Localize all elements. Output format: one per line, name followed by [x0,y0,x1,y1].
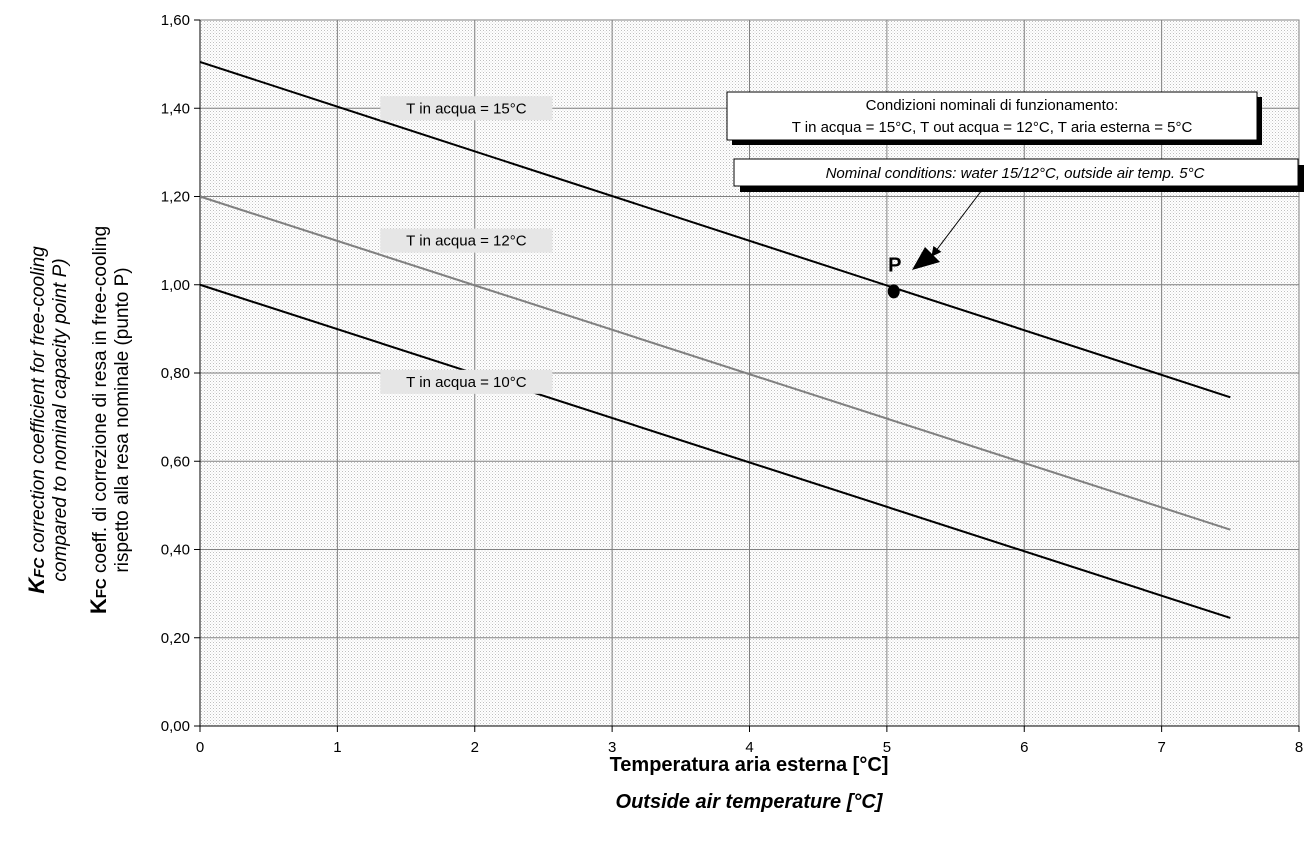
y-axis-title-en: KFC correction coefficient for free-cool… [24,246,71,594]
y-tick-label: 1,40 [161,100,190,117]
series-lines [199,60,1231,619]
y-axis-k-symbol: K [24,576,49,594]
x-tick-label: 5 [883,739,891,756]
x-axis-title: Temperatura aria esterna [°C] [610,754,889,776]
y-tick-label: 0,20 [161,630,190,647]
y-axis-title-it: KFC coeff. di correzione di resa in free… [86,226,133,614]
x-tick-label: 3 [608,739,616,756]
y-tick-label: 0,60 [161,453,190,470]
series-label: T in acqua = 10°C [406,374,527,391]
series-label-box [380,228,553,253]
x-tick-label: 7 [1157,739,1165,756]
y-axis-k-symbol-it: K [86,598,111,614]
x-tick-label: 0 [196,739,204,756]
series-line [199,283,1231,619]
grid-lines [200,19,1300,726]
y-tick-label: 1,00 [161,277,190,294]
nominal-conditions-line2: T in acqua = 15°C, T out acqua = 12°C, T… [792,119,1193,136]
axes [194,19,1300,732]
annotation-arrow [931,185,986,257]
y-tick-label: 1,60 [161,12,190,29]
x-tick-label: 6 [1020,739,1028,756]
series-label-box [380,96,553,121]
x-tick-label: 8 [1295,739,1303,756]
x-axis-title-en: Outside air temperature [°C] [616,791,884,813]
arrow-head-icon [912,247,940,270]
y-tick-label: 0,80 [161,365,190,382]
y-axis-title-en-rest: correction coefficient for free-cooling [28,246,49,558]
y-axis-fc-subscript-it: FC [93,578,110,598]
y-axis-title-en-line1: KFC correction coefficient for free-cool… [24,246,49,594]
point-p-label: P [888,254,901,276]
series-label: T in acqua = 12°C [406,233,527,250]
nominal-conditions-box-it: Condizioni nominali di funzionamento: T … [726,91,1262,145]
y-tick-label: 0,00 [161,718,190,735]
nominal-conditions-en: Nominal conditions: water 15/12°C, outsi… [826,165,1205,182]
y-axis-title-it-line2: rispetto alla resa nominale (punto P) [112,267,133,572]
y-tick-label: 0,40 [161,542,190,559]
y-axis-title-it-rest: coeff. di correzione di resa in free-coo… [90,226,111,578]
series-line [199,60,1231,399]
y-axis-title-en-line2: compared to nominal capacity point P) [50,258,71,581]
series-label-box [380,369,553,394]
y-axis-fc-subscript: FC [31,557,48,578]
x-tick-label: 1 [333,739,341,756]
point-p-marker [887,284,900,299]
x-tick-label: 4 [745,739,753,756]
series-labels: T in acqua = 15°C T in acqua = 12°C T in a… [380,96,553,394]
nominal-conditions-line1: Condizioni nominali di funzionamento: [866,97,1119,114]
nominal-conditions-box-en: Nominal conditions: water 15/12°C, outsi… [733,158,1304,192]
y-axis-title-it-line1: KFC coeff. di correzione di resa in free… [86,226,111,614]
y-tick-label: 1,20 [161,189,190,206]
series-line [199,195,1231,531]
series-label: T in acqua = 15°C [406,100,527,117]
x-tick-label: 2 [471,739,479,756]
tick-labels: 0 1 2 3 4 5 6 7 8 0,00 0,20 0,40 0,60 0,80 1,00 1,20 1,4… [161,12,1303,756]
